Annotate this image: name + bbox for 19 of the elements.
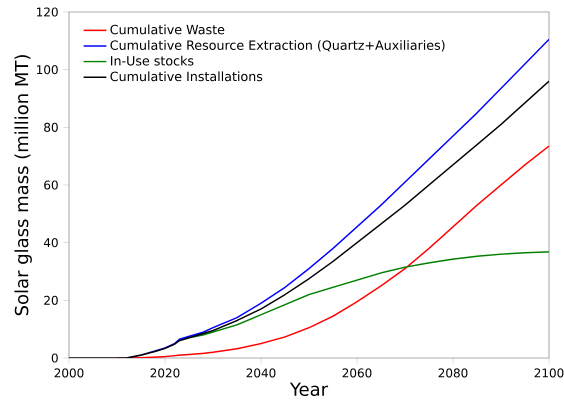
y-tick-label: 80: [44, 122, 58, 132]
y-tick-label: 60: [44, 180, 58, 190]
legend-label: In-Use stocks: [111, 56, 194, 66]
legend-label: Cumulative Resource Extraction (Quartz+Auxiliaries): [110, 40, 445, 52]
y-tick-label: 100: [37, 65, 58, 74]
legend-label: Cumulative Waste: [110, 24, 224, 34]
x-tick-label: 2040: [246, 368, 276, 378]
x-tick-label: 2100: [534, 368, 564, 378]
y-tick-label: 40: [44, 238, 58, 248]
x-tick-label: 2080: [438, 368, 468, 378]
x-tick-label: 2000: [54, 368, 84, 378]
x-tick-label: 2060: [342, 368, 372, 378]
x-tick-label: 2020: [150, 368, 180, 378]
y-tick-label: 0: [52, 353, 58, 363]
y-axis-title: Solar glass mass (million MT): [14, 55, 32, 316]
x-axis-title: Year: [290, 382, 328, 396]
legend-label: Cumulative Installations: [110, 71, 262, 82]
y-tick-label: 20: [44, 296, 58, 305]
y-tick-label: 120: [37, 7, 58, 17]
